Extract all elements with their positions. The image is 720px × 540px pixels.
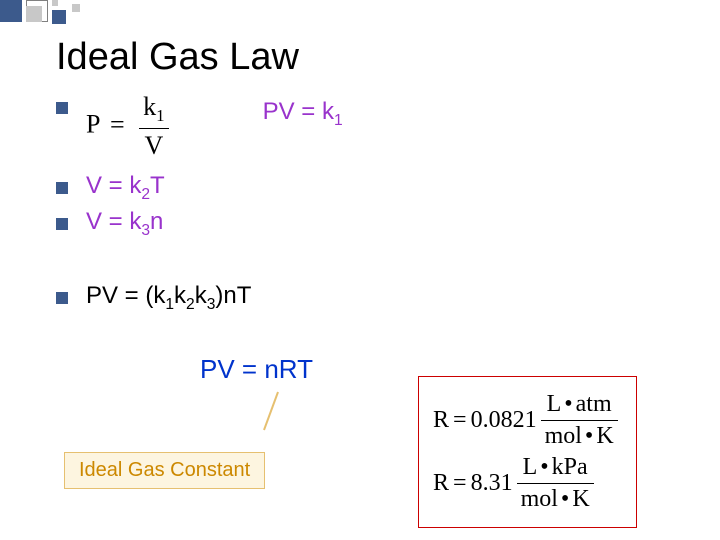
bullet-icon bbox=[56, 218, 68, 230]
equation-combined: PV = (k1k2k3)nT bbox=[86, 282, 251, 314]
equation-ideal-gas-law: PV = nRT bbox=[200, 354, 313, 385]
bullet-row-1: P = k1 V PV = k1 bbox=[56, 92, 343, 161]
deco-square bbox=[26, 6, 42, 22]
connector-line bbox=[258, 390, 290, 432]
equation-avogadro: V = k3n bbox=[86, 208, 163, 240]
slide-title: Ideal Gas Law bbox=[56, 36, 299, 79]
r-value-kpa: R = 8.31 L•kPa mol•K bbox=[433, 454, 622, 513]
deco-square bbox=[72, 4, 80, 12]
equation-charles: V = k2T bbox=[86, 172, 165, 204]
bullet-row-3: V = k3n bbox=[56, 208, 163, 240]
bullet-row-4: PV = (k1k2k3)nT bbox=[56, 282, 251, 314]
deco-square bbox=[0, 0, 22, 22]
bullet-icon bbox=[56, 182, 68, 194]
annotation-pv-k1: PV = k1 bbox=[263, 98, 343, 130]
equation-boyle: P = k1 V bbox=[86, 92, 173, 161]
gas-constant-label: Ideal Gas Constant bbox=[79, 459, 250, 481]
bullet-icon bbox=[56, 102, 68, 114]
deco-square bbox=[52, 10, 66, 24]
gas-constant-label-box: Ideal Gas Constant bbox=[64, 452, 265, 489]
corner-decoration bbox=[0, 0, 140, 40]
bullet-icon bbox=[56, 292, 68, 304]
r-value-atm: R = 0.0821 L•atm mol•K bbox=[433, 391, 622, 450]
bullet-row-2: V = k2T bbox=[56, 172, 165, 204]
gas-constant-values-box: R = 0.0821 L•atm mol•K R = 8.31 L•kPa mo… bbox=[418, 376, 637, 528]
deco-square bbox=[52, 0, 58, 6]
